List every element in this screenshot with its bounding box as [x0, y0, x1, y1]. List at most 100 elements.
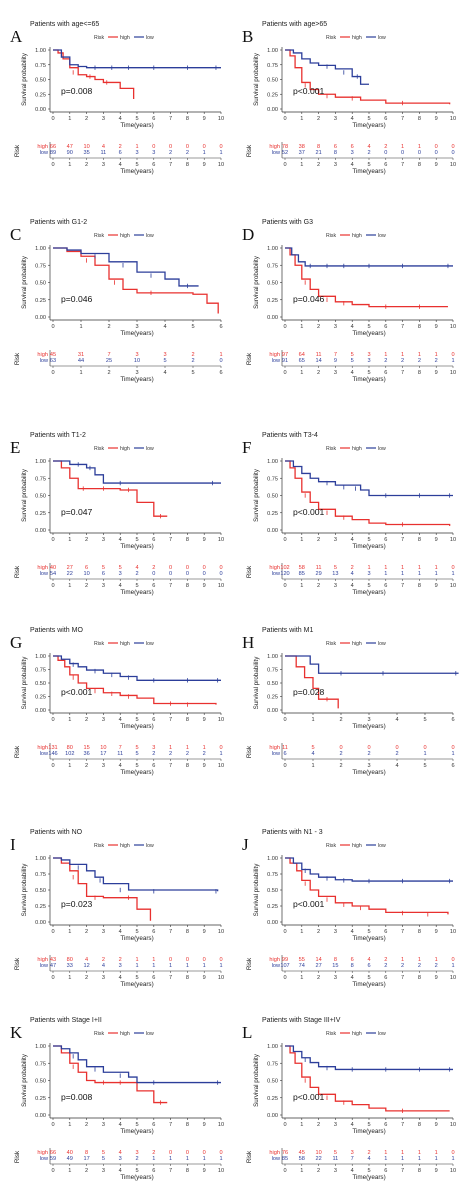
risk-x-tick-label: 0 [51, 763, 54, 769]
risk-x-tick-label: 1 [311, 763, 314, 769]
risk-count-low: 1 [152, 963, 155, 969]
y-tick-label: 0.50 [267, 281, 278, 287]
risk-x-tick-label: 9 [203, 162, 206, 168]
y-tick-label: 0.50 [35, 888, 46, 894]
y-tick-label: 0.50 [35, 1079, 46, 1085]
y-tick-label: 0.75 [35, 1061, 46, 1067]
risk-x-axis-label: Time(years) [120, 376, 153, 383]
x-tick-label: 7 [401, 324, 404, 330]
x-axis-label: Time(years) [352, 935, 385, 942]
km-curve-low [285, 247, 453, 267]
risk-count-high: 0 [219, 957, 222, 963]
x-tick-label: 1 [300, 929, 303, 935]
risk-count-high: 2 [102, 957, 105, 963]
risk-count-high: 40 [67, 1150, 73, 1156]
x-tick-label: 0 [51, 717, 54, 723]
panel-letter: D [242, 225, 254, 244]
risk-x-tick-label: 4 [351, 1168, 354, 1174]
risk-count-high: 0 [219, 745, 222, 751]
risk-count-high: 1 [401, 352, 404, 358]
panel-letter: H [242, 633, 254, 652]
risk-count-high: 45 [50, 352, 56, 358]
legend-low-label: low [378, 446, 386, 452]
risk-x-tick-label: 2 [107, 370, 110, 376]
risk-count-high: 1 [435, 1150, 438, 1156]
y-axis-label: Survival probability [21, 656, 28, 710]
risk-count-low: 47 [50, 963, 56, 969]
x-tick-label: 4 [351, 116, 354, 122]
y-tick-label: 0.25 [35, 904, 46, 910]
legend-high-label: high [120, 233, 130, 239]
risk-x-tick-label: 8 [418, 162, 421, 168]
risk-count-high: 0 [219, 144, 222, 150]
risk-count-high: 1 [401, 565, 404, 571]
risk-x-tick-label: 3 [102, 763, 105, 769]
risk-count-low: 44 [78, 358, 84, 364]
x-tick-label: 8 [418, 324, 421, 330]
risk-count-high: 6 [351, 957, 354, 963]
legend-title: Risk [94, 35, 104, 41]
risk-x-tick-label: 8 [418, 583, 421, 589]
risk-count-high: 0 [451, 565, 454, 571]
x-tick-label: 2 [317, 537, 320, 543]
x-tick-label: 2 [317, 1122, 320, 1128]
risk-count-high: 0 [169, 565, 172, 571]
x-tick-label: 0 [283, 929, 286, 935]
risk-row-low-label: low [40, 751, 49, 757]
x-tick-label: 5 [135, 929, 138, 935]
risk-x-tick-label: 10 [218, 975, 224, 981]
risk-count-high: 6 [334, 144, 337, 150]
risk-count-high: 1 [435, 352, 438, 358]
p-value: p<0.001 [293, 1092, 325, 1102]
risk-x-tick-label: 7 [401, 1168, 404, 1174]
x-tick-label: 5 [367, 537, 370, 543]
x-tick-label: 2 [317, 324, 320, 330]
risk-count-low: 22 [315, 1156, 321, 1162]
x-tick-label: 8 [186, 1122, 189, 1128]
risk-x-tick-label: 1 [68, 1168, 71, 1174]
risk-x-tick-label: 3 [334, 370, 337, 376]
risk-count-high: 45 [299, 1150, 305, 1156]
risk-count-low: 6 [119, 150, 122, 156]
legend-title: Risk [94, 641, 104, 647]
x-tick-label: 3 [334, 537, 337, 543]
x-tick-label: 10 [218, 1122, 224, 1128]
legend: Risk high low [326, 1031, 386, 1037]
risk-row-high-label: high [269, 957, 280, 963]
risk-x-tick-label: 2 [85, 162, 88, 168]
risk-x-tick-label: 5 [135, 583, 138, 589]
x-tick-label: 1 [300, 537, 303, 543]
x-tick-label: 4 [119, 1122, 122, 1128]
risk-x-tick-label: 4 [351, 162, 354, 168]
x-tick-label: 8 [186, 717, 189, 723]
risk-count-high: 80 [67, 957, 73, 963]
legend: Risk high low [94, 446, 154, 452]
risk-x-tick-label: 8 [186, 1168, 189, 1174]
p-value: p=0.047 [61, 507, 93, 517]
x-tick-label: 1 [300, 116, 303, 122]
x-tick-label: 2 [317, 116, 320, 122]
km-panel-k: K Patients with Stage I+II Risk high low 0.00… [8, 1010, 233, 1195]
legend-title: Risk [326, 1031, 336, 1037]
y-tick-label: 0.25 [267, 298, 278, 304]
risk-count-low: 2 [418, 963, 421, 969]
risk-x-tick-label: 5 [191, 370, 194, 376]
p-value: p=0.028 [293, 687, 325, 697]
risk-x-tick-label: 8 [418, 1168, 421, 1174]
legend-low-label: low [146, 446, 154, 452]
panel-letter: F [242, 438, 251, 457]
risk-x-tick-label: 9 [203, 1168, 206, 1174]
risk-x-tick-label: 5 [367, 1168, 370, 1174]
risk-x-tick-label: 3 [334, 162, 337, 168]
x-tick-label: 0 [51, 324, 54, 330]
risk-x-tick-label: 7 [401, 583, 404, 589]
risk-count-high: 0 [395, 745, 398, 751]
km-curve-high [285, 655, 339, 709]
risk-x-tick-label: 5 [367, 370, 370, 376]
panel-title: Patients with Stage III+IV [262, 1017, 341, 1024]
p-value: p<0.001 [293, 507, 325, 517]
risk-count-low: 11 [117, 751, 123, 757]
risk-count-low: 36 [83, 751, 89, 757]
